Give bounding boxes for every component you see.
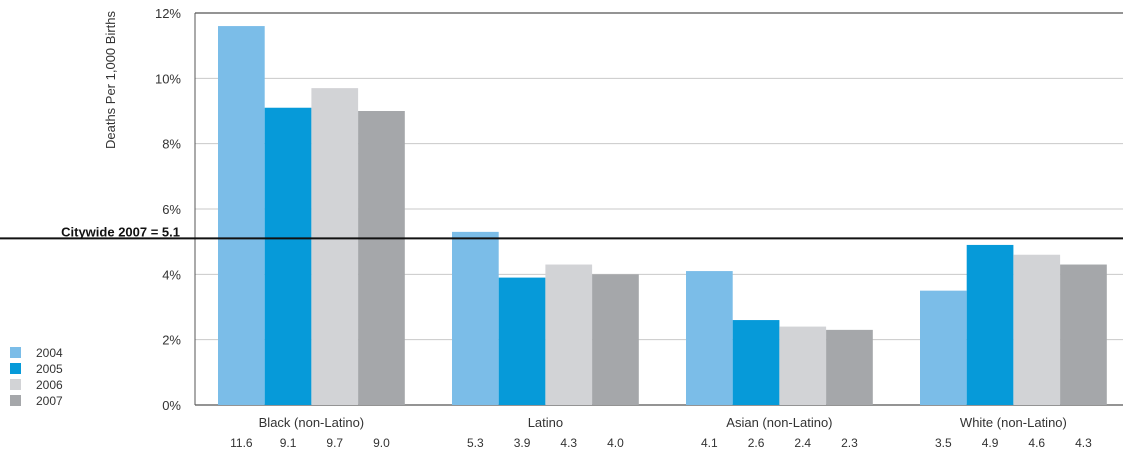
- category-label: Latino: [528, 415, 563, 430]
- legend-label: 2007: [36, 394, 63, 408]
- y-axis-ticks: 0% 2% 4% 6% 8% 10% 12%: [155, 6, 181, 413]
- value-label: 9.1: [280, 436, 297, 450]
- bar: [311, 88, 359, 405]
- value-label: 4.3: [560, 436, 577, 450]
- legend-swatch: [10, 347, 21, 358]
- value-label: 4.1: [701, 436, 718, 450]
- bar: [1013, 254, 1061, 405]
- y-tick-label: 0%: [162, 398, 181, 413]
- citywide-reference-label: Citywide 2007 = 5.1: [61, 224, 180, 239]
- legend-swatch: [10, 363, 21, 374]
- value-label: 11.6: [230, 436, 253, 450]
- bar: [452, 231, 499, 405]
- value-labels: 11.6 9.1 9.7 9.0 5.3 3.9 4.3 4.0 4.1 2.6 2.4 2.3 3.5…: [230, 436, 1092, 450]
- bar: [686, 271, 733, 405]
- value-label: 3.9: [514, 436, 531, 450]
- y-tick-label: 6%: [162, 202, 181, 217]
- legend: 2004 2005 2006 2007: [10, 346, 63, 408]
- value-label: 2.4: [794, 436, 811, 450]
- legend-label: 2005: [36, 362, 63, 376]
- bars: [218, 26, 1107, 406]
- value-label: 2.6: [748, 436, 765, 450]
- bar: [592, 274, 639, 405]
- y-tick-label: 2%: [162, 333, 181, 348]
- y-tick-label: 10%: [155, 71, 181, 86]
- value-label: 4.0: [607, 436, 624, 450]
- value-label: 5.3: [467, 436, 484, 450]
- bar: [358, 111, 405, 405]
- y-tick-label: 8%: [162, 137, 181, 152]
- value-label: 2.3: [841, 436, 858, 450]
- bar: [218, 26, 265, 406]
- value-label: 4.3: [1075, 436, 1092, 450]
- legend-swatch: [10, 395, 21, 406]
- bar: [264, 107, 312, 405]
- bar: [920, 290, 967, 405]
- bar: [1060, 264, 1107, 405]
- legend-swatch: [10, 379, 21, 390]
- bar: [498, 277, 546, 405]
- legend-label: 2004: [36, 346, 63, 360]
- value-label: 9.7: [326, 436, 343, 450]
- y-tick-label: 12%: [155, 6, 181, 21]
- category-labels: Black (non-Latino) Latino Asian (non-Latin…: [259, 415, 1067, 430]
- category-label: Asian (non-Latino): [726, 415, 832, 430]
- category-label: Black (non-Latino): [259, 415, 365, 430]
- y-tick-label: 4%: [162, 267, 181, 282]
- value-label: 4.6: [1028, 436, 1045, 450]
- legend-label: 2006: [36, 378, 63, 392]
- bar: [826, 329, 873, 405]
- value-label: 3.5: [935, 436, 952, 450]
- category-label: White (non-Latino): [960, 415, 1067, 430]
- bar: [732, 320, 780, 405]
- bar: [545, 264, 593, 405]
- bar: [966, 244, 1014, 405]
- bar: [779, 326, 827, 405]
- value-label: 4.9: [982, 436, 999, 450]
- value-label: 9.0: [373, 436, 390, 450]
- y-axis-label: Deaths Per 1,000 Births: [103, 10, 118, 149]
